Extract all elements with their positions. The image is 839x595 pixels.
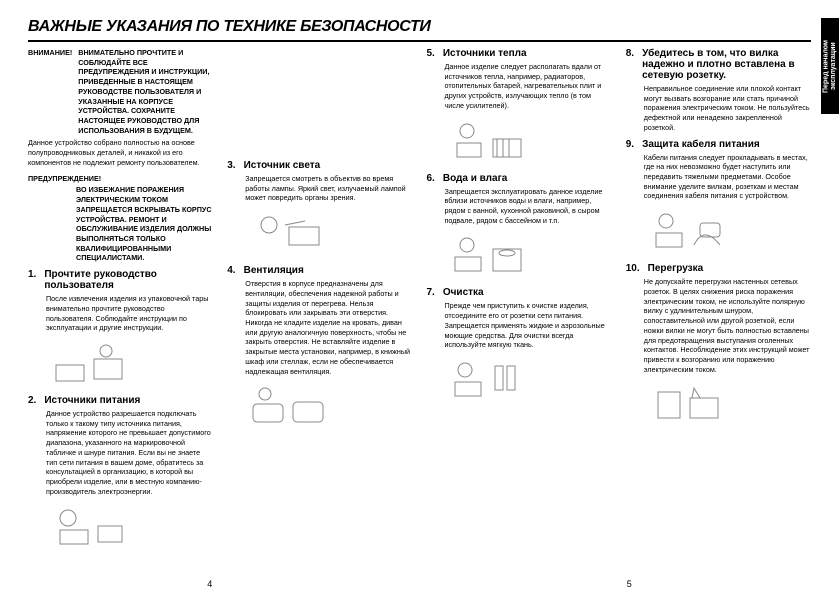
sec-num-6: 6. bbox=[427, 173, 435, 184]
intro-label: ВНИМАНИЕ! bbox=[28, 48, 72, 135]
sec-body-10: Не допускайте перегрузки настенных сетев… bbox=[626, 277, 811, 374]
illustration-3 bbox=[245, 207, 333, 259]
main-title: ВАЖНЫЕ УКАЗАНИЯ ПО ТЕХНИКЕ БЕЗОПАСНОСТИ bbox=[28, 18, 811, 42]
sec-num-10: 10. bbox=[626, 263, 640, 274]
sec-title-1: Прочтите руководство пользователя bbox=[44, 269, 213, 291]
illustration-6 bbox=[445, 229, 533, 281]
warn-head: ПРЕДУПРЕЖДЕНИЕ! bbox=[28, 174, 213, 184]
illustration-10 bbox=[644, 378, 732, 430]
page-left: 4 bbox=[207, 579, 212, 589]
sec-title-6: Вода и влага bbox=[443, 173, 507, 184]
sec-num-2: 2. bbox=[28, 395, 36, 406]
sec-num-3: 3. bbox=[227, 160, 235, 171]
sec-body-3: Запрещается смотреть в объектив во время… bbox=[227, 174, 412, 203]
sec-num-7: 7. bbox=[427, 287, 435, 298]
sec-num-5: 5. bbox=[427, 48, 435, 59]
sec-num-1: 1. bbox=[28, 269, 36, 291]
sec-body-2: Данное устройство разрешается подключать… bbox=[28, 409, 213, 496]
intro-plain: Данное устройство собрано полностью на о… bbox=[28, 138, 213, 167]
sec-title-9: Защита кабеля питания bbox=[642, 139, 760, 150]
sec-title-7: Очистка bbox=[443, 287, 484, 298]
sec-body-5: Данное изделие следует располагать вдали… bbox=[427, 62, 612, 111]
sec-num-8: 8. bbox=[626, 48, 634, 81]
sec-num-9: 9. bbox=[626, 139, 634, 150]
sec-body-7: Прежде чем приступить к очистке изделия,… bbox=[427, 301, 612, 350]
sec-body-6: Запрещается эксплуатировать данное издел… bbox=[427, 187, 612, 226]
column-2: 3. Источник света Запрещается смотреть в … bbox=[227, 48, 412, 558]
sec-title-10: Перегрузка bbox=[648, 263, 704, 274]
column-4: 8.Убедитесь в том, что вилка надежно и п… bbox=[626, 48, 811, 558]
illustration-7 bbox=[445, 354, 533, 406]
sec-body-1: После извлечения изделия из упаковочной … bbox=[28, 294, 213, 333]
illustration-4 bbox=[245, 380, 333, 432]
sec-body-8: Неправильное соединение или плохой конта… bbox=[626, 84, 811, 133]
illustration-9 bbox=[644, 205, 732, 257]
sec-body-4: Отверстия в корпусе предназначены для ве… bbox=[227, 279, 412, 376]
page-right: 5 bbox=[627, 579, 632, 589]
sec-body-9: Кабели питания следует прокладывать в ме… bbox=[626, 153, 811, 202]
illustration-5 bbox=[445, 115, 533, 167]
intro-text: ВНИМАТЕЛЬНО ПРОЧТИТЕ И СОБЛЮДАЙТЕ ВСЕ ПР… bbox=[78, 48, 213, 135]
sec-title-2: Источники питания bbox=[44, 395, 140, 406]
sec-num-4: 4. bbox=[227, 265, 235, 276]
illustration-1 bbox=[46, 337, 134, 389]
column-1: ВНИМАНИЕ! ВНИМАТЕЛЬНО ПРОЧТИТЕ И СОБЛЮДА… bbox=[28, 48, 213, 558]
sec-title-5: Источники тепла bbox=[443, 48, 527, 59]
sec-title-3: Источник света bbox=[244, 160, 321, 171]
warn-body: ВО ИЗБЕЖАНИЕ ПОРАЖЕНИЯ ЭЛЕКТРИЧЕСКИМ ТОК… bbox=[28, 185, 213, 263]
column-3: 5. Источники тепла Данное изделие следует… bbox=[427, 48, 612, 558]
sec-title-4: Вентиляция bbox=[244, 265, 304, 276]
sec-title-8: Убедитесь в том, что вилка надежно и пло… bbox=[642, 48, 811, 81]
illustration-2 bbox=[46, 500, 134, 552]
page-numbers: 4 5 bbox=[0, 579, 839, 589]
